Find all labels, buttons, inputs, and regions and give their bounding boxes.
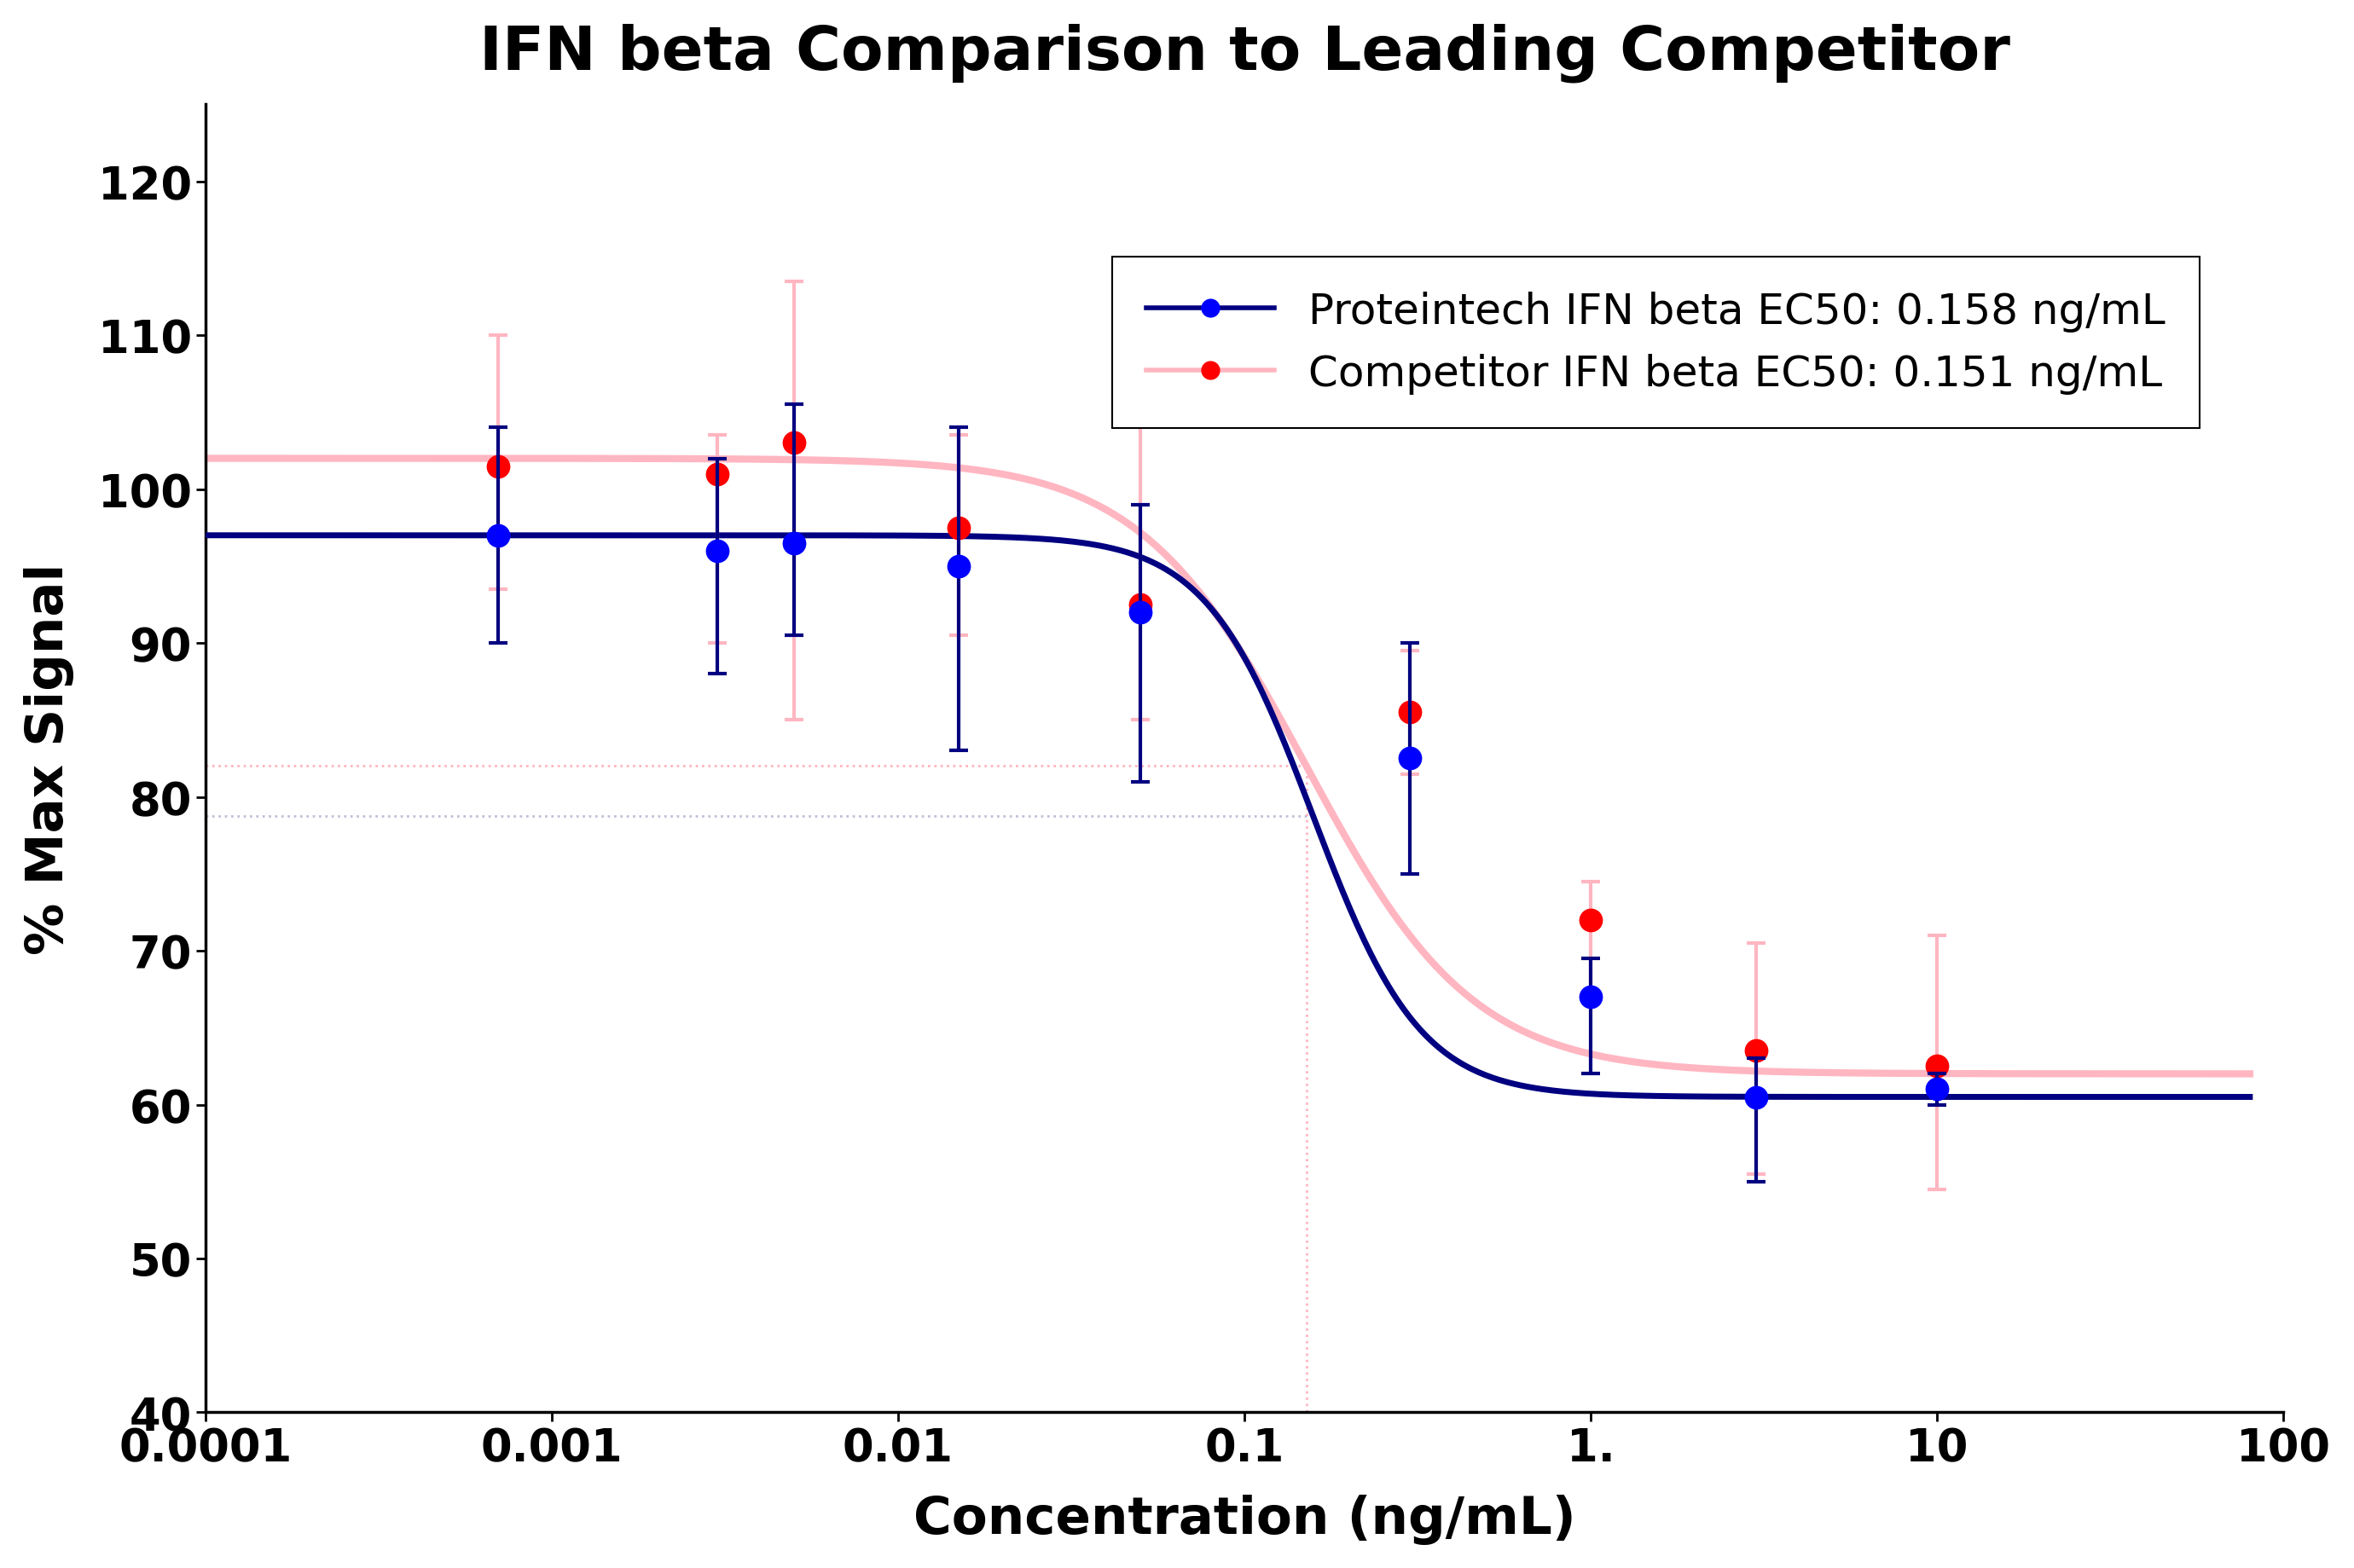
Point — [480, 524, 518, 549]
Point — [939, 516, 977, 541]
Point — [774, 431, 812, 456]
Point — [1391, 746, 1429, 771]
Point — [1121, 601, 1158, 626]
Legend: Proteintech IFN beta EC50: 0.158 ng/mL, Competitor IFN beta EC50: 0.151 ng/mL: Proteintech IFN beta EC50: 0.158 ng/mL, … — [1113, 257, 2199, 428]
Point — [1737, 1038, 1775, 1063]
Point — [1919, 1054, 1956, 1079]
Point — [1391, 701, 1429, 726]
Point — [1572, 908, 1610, 933]
Point — [1572, 985, 1610, 1010]
Point — [1737, 1085, 1775, 1110]
Title: IFN beta Comparison to Leading Competitor: IFN beta Comparison to Leading Competito… — [478, 24, 2010, 83]
Point — [1121, 593, 1158, 618]
Point — [774, 532, 812, 557]
Y-axis label: % Max Signal: % Max Signal — [24, 563, 73, 955]
Point — [480, 455, 518, 480]
X-axis label: Concentration (ng/mL): Concentration (ng/mL) — [913, 1494, 1575, 1544]
Point — [939, 554, 977, 579]
Point — [1919, 1077, 1956, 1102]
Point — [699, 461, 737, 486]
Point — [699, 539, 737, 564]
